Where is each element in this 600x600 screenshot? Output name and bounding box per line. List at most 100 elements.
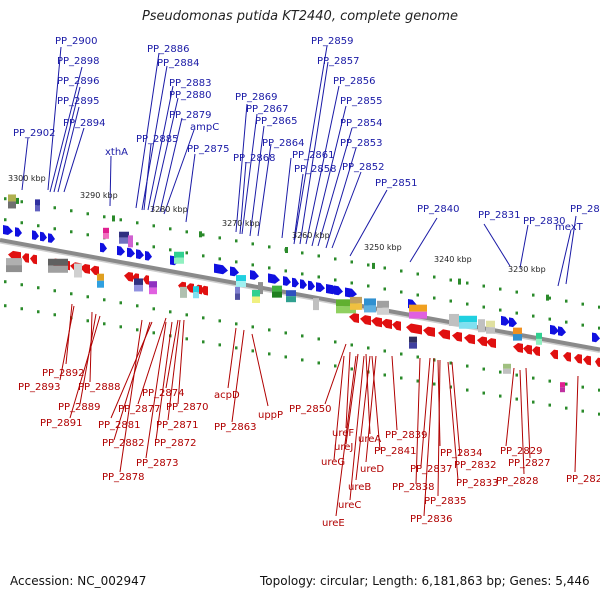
cog-box-top bbox=[409, 336, 417, 343]
inner-top-tick-track-tick bbox=[37, 224, 40, 228]
bottom-gene-label: PP_2836 bbox=[410, 514, 453, 525]
bottom-gene-label: ureF bbox=[332, 428, 354, 439]
reverse-gene-arrow bbox=[22, 253, 29, 263]
outer-top-tick-track-tick bbox=[103, 215, 106, 219]
reverse-gene-arrow bbox=[583, 355, 591, 366]
top-leader-line bbox=[241, 113, 258, 235]
cog-box-top bbox=[35, 199, 40, 206]
cog-box-top bbox=[272, 291, 282, 298]
outer-top-tick-track-tick bbox=[317, 254, 320, 258]
bottom-gene-label: PP_2870 bbox=[166, 402, 209, 413]
reverse-gene-arrow bbox=[349, 313, 359, 323]
outer-top-tick-track-tick bbox=[466, 281, 469, 285]
forward-gene-arrow bbox=[40, 231, 47, 242]
top-gene-label: PP_2902 bbox=[13, 128, 56, 139]
top-leader-line bbox=[325, 147, 357, 249]
forward-gene-arrow bbox=[300, 279, 307, 289]
leader-line-layer bbox=[21, 45, 579, 517]
inner-top-tick-track-tick bbox=[235, 260, 238, 264]
bottom-leader-line bbox=[519, 369, 525, 475]
top-leader-line bbox=[159, 117, 183, 213]
inner-bottom-tick-track-tick bbox=[152, 307, 155, 311]
reverse-gene-arrow bbox=[563, 352, 571, 362]
inner-bottom-tick-track-tick bbox=[86, 295, 89, 299]
inner-bottom-tick-track-tick bbox=[136, 304, 139, 308]
top-leader-line bbox=[53, 86, 81, 193]
reverse-gene-arrow bbox=[186, 283, 194, 293]
feature-layer bbox=[3, 194, 600, 393]
bottom-leader-line bbox=[574, 375, 579, 473]
top-gene-label: xthA bbox=[105, 147, 128, 158]
inner-top-tick-track-tick bbox=[185, 251, 188, 255]
inner-bottom-tick-track-tick bbox=[548, 379, 551, 383]
inner-bottom-tick-track-tick bbox=[103, 298, 106, 302]
top-gene-label: PP_2880 bbox=[169, 90, 212, 101]
inner-bottom-tick-track-tick bbox=[185, 313, 188, 317]
cog-box-top bbox=[174, 251, 184, 258]
inner-top-tick-track-tick bbox=[251, 263, 254, 267]
cog-box-bottom bbox=[48, 258, 68, 266]
inner-top-tick-track-tick bbox=[350, 281, 353, 285]
top-gene-label: PP_2853 bbox=[340, 138, 383, 149]
bottom-leader-line bbox=[251, 333, 269, 407]
reverse-gene-arrow bbox=[30, 254, 37, 265]
outer-top-tick-track-tick bbox=[86, 212, 89, 216]
top-gene-label: PP_2879 bbox=[169, 110, 212, 121]
cog-box-top bbox=[103, 233, 109, 239]
bottom-gene-label: PP_2837 bbox=[410, 464, 453, 475]
inner-bottom-tick-track-tick bbox=[416, 355, 419, 359]
outer-top-tick-track-tick bbox=[416, 272, 419, 276]
inner-bottom-tick-track-tick bbox=[482, 367, 485, 371]
cog-box-top bbox=[8, 194, 16, 202]
bottom-gene-label: PP_2891 bbox=[40, 418, 83, 429]
outer-bottom-tick-track-tick bbox=[532, 400, 535, 404]
forward-gene-arrow bbox=[32, 230, 39, 240]
top-leader-line bbox=[293, 173, 304, 241]
outer-top-tick-track-tick bbox=[119, 218, 122, 222]
scale-label-layer: 3300 kbp 3290 kbp 3280 kbp 3270 kbp 3260 kbp… bbox=[8, 174, 546, 274]
top-leader-line bbox=[185, 153, 196, 223]
accession-text: Accession: NC_002947 bbox=[10, 574, 147, 588]
inner-bottom-tick-track-tick bbox=[202, 316, 205, 320]
reverse-gene-arrow bbox=[595, 357, 600, 368]
forward-gene-arrow bbox=[292, 277, 299, 288]
cog-box-top bbox=[35, 205, 40, 212]
bottom-gene-label: ureE bbox=[322, 518, 345, 529]
reverse-gene-arrow bbox=[392, 320, 401, 331]
cog-box-top bbox=[8, 201, 16, 209]
cog-box-bottom bbox=[180, 286, 187, 298]
inner-top-tick-track-tick bbox=[152, 245, 155, 249]
top-gene-label: PP_2869 bbox=[235, 92, 278, 103]
top-leader-line bbox=[331, 171, 362, 249]
bottom-gene-label: ureG bbox=[321, 457, 345, 468]
cog-box-bottom bbox=[74, 263, 82, 278]
bottom-gene-label: PP_2893 bbox=[18, 382, 61, 393]
forward-gene-arrow bbox=[100, 242, 107, 253]
scale-label: 3300 kbp bbox=[8, 174, 46, 183]
inner-top-tick-track-tick bbox=[482, 305, 485, 309]
scale-label: 3290 kbp bbox=[80, 191, 118, 200]
outer-bottom-tick-track-tick bbox=[334, 364, 337, 368]
genome-backbone bbox=[0, 238, 600, 352]
outer-top-tick-track-tick bbox=[218, 236, 221, 240]
reverse-gene-arrow bbox=[464, 334, 475, 345]
inner-bottom-tick-track-tick bbox=[4, 280, 7, 284]
bottom-gene-label: PP_2833 bbox=[456, 478, 499, 489]
forward-gene-arrow bbox=[345, 287, 357, 298]
inner-bottom-tick-track-tick bbox=[37, 286, 40, 290]
inner-top-tick-track-tick bbox=[581, 323, 584, 327]
outer-bottom-tick-track-tick bbox=[466, 388, 469, 392]
inner-top-tick-track-tick bbox=[53, 227, 56, 231]
outer-top-tick-track-tick bbox=[251, 242, 254, 246]
outer-top-tick-track-tick bbox=[152, 224, 155, 228]
bottom-leader-line bbox=[155, 321, 173, 441]
outer-bottom-tick-track-tick bbox=[185, 337, 188, 341]
bottom-leader-line bbox=[423, 357, 435, 517]
bottom-gene-label: PP_2832 bbox=[454, 460, 497, 471]
outer-bottom-tick-track-tick bbox=[301, 358, 304, 362]
scale-label: 3230 kbp bbox=[508, 265, 546, 274]
cog-box-bottom bbox=[478, 319, 485, 333]
top-leader-line bbox=[483, 223, 511, 267]
cog-box-bottom bbox=[513, 327, 522, 335]
inner-top-tick-track-tick bbox=[548, 317, 551, 321]
